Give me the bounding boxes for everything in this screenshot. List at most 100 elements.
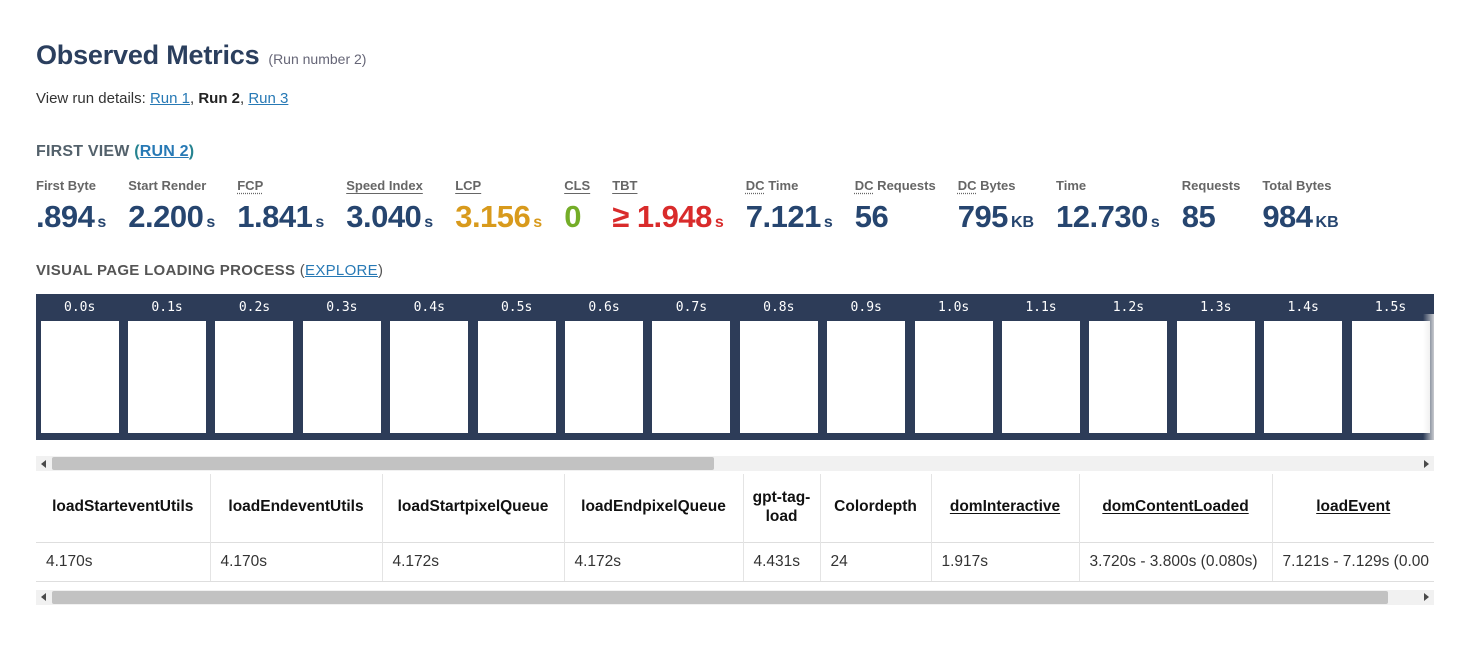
- frame-thumbnail[interactable]: [390, 321, 469, 433]
- column-header-gpt-tag-load: gpt-tag-load: [743, 474, 821, 542]
- close-paren: ): [188, 143, 195, 160]
- frame-thumbnail[interactable]: [477, 321, 556, 433]
- table-scrollbar[interactable]: [36, 589, 1434, 605]
- first-view-run-link[interactable]: RUN 2: [139, 143, 189, 160]
- metric-label: Time: [1056, 178, 1087, 193]
- metric-label[interactable]: Speed Index: [346, 178, 423, 193]
- frame-thumbnail[interactable]: [1089, 321, 1168, 433]
- scroll-right-arrow[interactable]: [1419, 590, 1434, 605]
- metric-dc-requests: DC Requests 56: [855, 178, 936, 235]
- cell-domcontentloaded: 3.720s - 3.800s (0.080s): [1079, 541, 1273, 582]
- frame-thumbnail[interactable]: [1176, 321, 1255, 433]
- frame-timestamp: 1.2s: [1112, 300, 1145, 315]
- open-paren: (: [299, 262, 306, 279]
- metric-label: Start Render: [128, 178, 207, 193]
- frame-timestamp: 0.9s: [850, 300, 882, 315]
- metric-value: 3.156 s: [455, 199, 542, 235]
- metric-label: Requests: [1181, 178, 1241, 193]
- left-arrow-icon: [41, 593, 46, 601]
- column-header-domcontentloaded[interactable]: domContentLoaded: [1079, 474, 1273, 542]
- column-header-dominteractive[interactable]: domInteractive: [931, 474, 1080, 542]
- metric-number: .894: [36, 199, 95, 234]
- run-details-line: View run details: Run 1, Run 2, Run 3: [36, 90, 1434, 107]
- cell-dominteractive: 1.917s: [931, 541, 1080, 582]
- scrollbar-thumb[interactable]: [52, 590, 1388, 604]
- frame-thumbnail[interactable]: [128, 321, 207, 433]
- frame-timestamp: 0.4s: [413, 300, 445, 315]
- frame-timestamp: 1.1s: [1025, 300, 1057, 315]
- abbr-dc: DC: [957, 178, 977, 193]
- run-details-label: View run details:: [36, 90, 150, 107]
- cell-loadstartpixelqueue: 4.172s: [382, 541, 565, 582]
- metric-value: 56: [855, 199, 936, 235]
- metric-label: DC Requests: [854, 178, 936, 193]
- explore-link[interactable]: EXPLORE: [305, 262, 378, 279]
- metric-number: 2.200: [128, 199, 204, 234]
- column-header-loadevent[interactable]: loadEvent: [1316, 498, 1391, 516]
- metrics-row: First Byte .894 s Start Render 2.200 s FCP 1.84…: [36, 178, 1434, 235]
- frame-thumbnail[interactable]: [652, 321, 731, 433]
- run-link-run-1[interactable]: Run 1: [149, 90, 190, 107]
- frame-timestamp: 1.4s: [1287, 300, 1319, 315]
- frame-timestamp: 1.0s: [937, 300, 970, 315]
- frame-thumbnail[interactable]: [1001, 321, 1080, 433]
- metric-unit: KB: [1010, 214, 1035, 231]
- scroll-left-arrow[interactable]: [36, 590, 51, 605]
- metric-dc-time: DC Time 7.121 s: [746, 178, 833, 235]
- cell-loadstarteventutils: 4.170s: [36, 541, 211, 582]
- filmstrip-scrollbar[interactable]: [36, 456, 1434, 471]
- filmstrip: 0.0s 0.1s 0.2s 0.3s 0.4s 0.5s 0.6s 0.7s 0.8s 0.9s…: [36, 294, 1434, 440]
- metric-value: 795 KB: [958, 199, 1034, 235]
- frame-thumbnail[interactable]: [302, 321, 381, 433]
- metric-number: 3.156: [455, 199, 531, 234]
- metric-unit: s: [1150, 214, 1160, 231]
- metric-first-byte: First Byte .894 s: [36, 178, 106, 235]
- metric-label[interactable]: LCP: [455, 178, 482, 193]
- frame-thumbnail[interactable]: [1351, 321, 1430, 433]
- scroll-left-arrow[interactable]: [36, 456, 51, 471]
- metric-value: 2.200 s: [128, 199, 215, 235]
- scroll-right-arrow[interactable]: [1419, 456, 1434, 471]
- column-header-loadstartpixelqueue: loadStartpixelQueue: [382, 474, 565, 542]
- metric-lcp: LCP 3.156 s: [455, 178, 542, 235]
- filmstrip-frame: 1.5s: [1347, 294, 1434, 440]
- run-link-run-2: Run 2: [198, 90, 240, 107]
- visual-loading-heading: VISUAL PAGE LOADING PROCESS (EXPLORE): [36, 262, 1434, 279]
- run-number-note: (Run number 2): [268, 51, 367, 67]
- metric-label[interactable]: CLS: [564, 178, 591, 193]
- metric-unit: s: [533, 214, 543, 231]
- run-link-run-3[interactable]: Run 3: [248, 90, 289, 107]
- metric-fcp: FCP 1.841 s: [237, 178, 324, 235]
- metric-start-render: Start Render 2.200 s: [128, 178, 215, 235]
- frame-thumbnail[interactable]: [40, 321, 119, 433]
- scrollbar-thumb[interactable]: [52, 457, 714, 470]
- frame-timestamp: 0.0s: [64, 300, 96, 315]
- custom-metrics-table: loadStarteventUtils loadEndeventUtils load…: [36, 474, 1434, 582]
- filmstrip-frame: 1.2s: [1085, 294, 1172, 440]
- metric-number: 12.730: [1056, 199, 1148, 234]
- metric-label: DC Time: [745, 178, 799, 193]
- metric-number: 7.121: [745, 199, 822, 234]
- column-header-loadstarteventutils: loadStarteventUtils: [36, 474, 211, 542]
- metric-unit: s: [424, 214, 434, 231]
- filmstrip-frame: 1.3s: [1172, 294, 1259, 440]
- frame-thumbnail[interactable]: [565, 321, 644, 433]
- open-paren: (: [134, 143, 140, 160]
- right-arrow-icon: [1424, 459, 1429, 468]
- frame-thumbnail[interactable]: [914, 321, 993, 433]
- frame-thumbnail[interactable]: [739, 321, 818, 433]
- table-row: 4.170s 4.170s 4.172s 4.172s 4.431s 24 1.917s 3.…: [36, 541, 1434, 582]
- frame-thumbnail[interactable]: [827, 321, 906, 433]
- metric-label: DC Bytes: [957, 178, 1016, 193]
- metric-requests: Requests 85: [1182, 178, 1241, 235]
- frame-timestamp: 0.1s: [151, 300, 183, 315]
- frame-thumbnail[interactable]: [1264, 321, 1343, 433]
- filmstrip-frame: 0.4s: [386, 294, 473, 440]
- frame-timestamp: 0.8s: [763, 300, 795, 315]
- frame-thumbnail[interactable]: [215, 321, 294, 433]
- metric-number: 56: [854, 199, 889, 234]
- metric-number: 1.841: [237, 199, 313, 234]
- metric-label[interactable]: TBT: [612, 178, 638, 193]
- column-header-colordepth: Colordepth: [820, 474, 932, 542]
- metric-value: 85: [1182, 199, 1241, 235]
